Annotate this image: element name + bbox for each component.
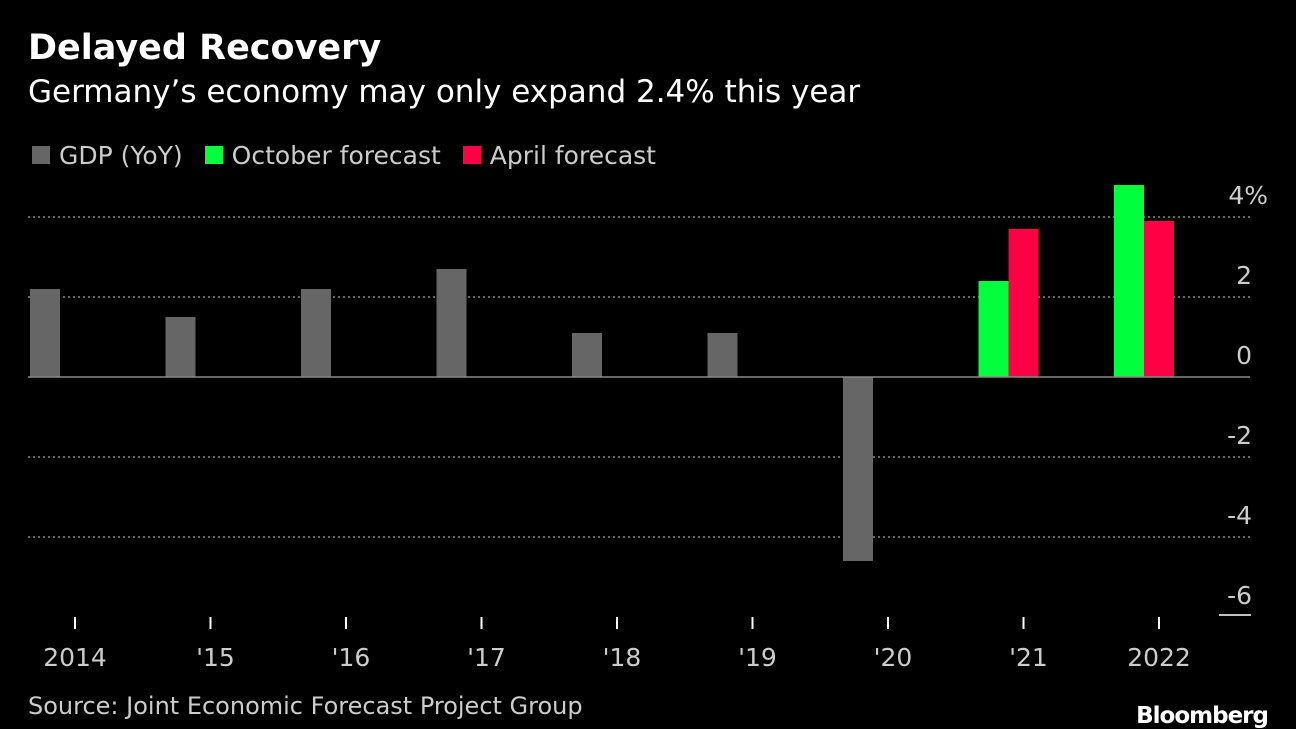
chart-title: Delayed Recovery <box>28 28 382 68</box>
source-note: Source: Joint Economic Forecast Project … <box>28 692 583 720</box>
bloomberg-logo: Bloomberg <box>1136 703 1269 729</box>
legend-label-april-forecast: April forecast <box>489 140 656 170</box>
bar-gdp-yoy <box>843 377 873 561</box>
bar-october-forecast <box>1114 185 1144 377</box>
bar-april-forecast <box>1144 221 1174 377</box>
x-tick-label: '18 <box>603 643 642 672</box>
bar-gdp-yoy <box>572 333 602 377</box>
bar-gdp-yoy <box>30 289 60 377</box>
bar-gdp-yoy <box>301 289 331 377</box>
x-tick-label: '20 <box>874 643 913 672</box>
x-tick-label: '17 <box>467 643 506 672</box>
y-tick-label: 2 <box>1236 261 1252 290</box>
bar-gdp-yoy <box>165 317 196 377</box>
y-tick-label: -4 <box>1227 501 1252 530</box>
legend-label-october-forecast: October forecast <box>231 140 441 170</box>
legend-swatch-april-forecast <box>462 146 481 164</box>
bar-gdp-yoy <box>707 333 738 377</box>
x-tick-label: '16 <box>332 643 371 672</box>
bar-april-forecast <box>1008 229 1039 377</box>
bar-october-forecast <box>978 281 1009 377</box>
x-tick-label: '21 <box>1009 643 1048 672</box>
y-tick-label: -2 <box>1227 421 1252 450</box>
bar-gdp-yoy <box>436 269 467 377</box>
y-tick-label: -6 <box>1227 581 1252 610</box>
x-tick-label: 2014 <box>43 643 107 672</box>
y-tick-label: 0 <box>1236 341 1252 370</box>
legend: GDP (YoY) October forecast April forecas… <box>32 138 656 172</box>
x-tick-label: 2022 <box>1127 643 1191 672</box>
legend-label-gdp: GDP (YoY) <box>59 140 183 170</box>
x-tick-label: '19 <box>738 643 777 672</box>
x-tick-label: '15 <box>196 643 235 672</box>
legend-item-gdp: GDP (YoY) <box>32 141 183 170</box>
legend-item-april-forecast: April forecast <box>462 140 656 170</box>
chart-subtitle: Germany’s economy may only expand 2.4% t… <box>28 74 861 110</box>
legend-swatch-october-forecast <box>204 146 223 164</box>
legend-swatch-gdp <box>32 146 50 164</box>
legend-item-october-forecast: October forecast <box>204 140 441 170</box>
y-tick-label: 4% <box>1228 181 1268 210</box>
